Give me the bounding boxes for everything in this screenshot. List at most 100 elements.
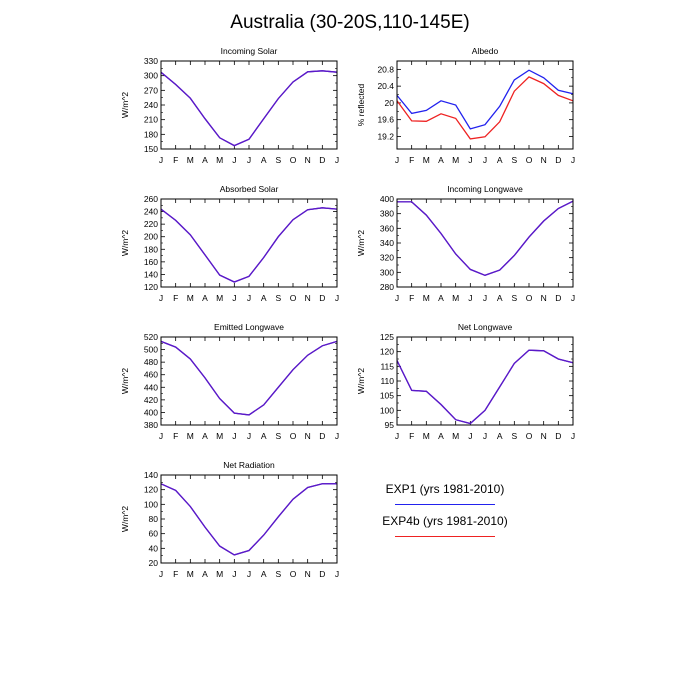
plot-frame	[160, 60, 338, 150]
y-axis-label: W/m^2	[120, 230, 130, 256]
y-tick-label: 20.8	[377, 64, 394, 74]
x-tick-label: O	[526, 293, 533, 303]
y-tick-label: 400	[380, 194, 394, 204]
x-tick-label: A	[202, 293, 208, 303]
y-tick-label: 105	[380, 391, 394, 401]
y-tick-label: 480	[144, 357, 158, 367]
x-tick-label: A	[202, 431, 208, 441]
series-line-exp1	[160, 70, 338, 147]
chart-panel: Absorbed Solar W/m^2 120 140 160 180 200 220 240…	[120, 184, 339, 303]
x-tick-label: J	[159, 155, 163, 165]
x-tick-label: O	[290, 569, 297, 579]
y-tick-label: 460	[144, 370, 158, 380]
y-tick-label: 220	[144, 219, 158, 229]
x-tick-label: J	[232, 431, 236, 441]
x-tick-label: S	[275, 293, 281, 303]
series-line-exp4b	[396, 76, 574, 140]
y-tick-label: 140	[144, 470, 158, 480]
y-tick-label: 280	[380, 282, 394, 292]
y-axis-label: W/m^2	[120, 92, 130, 118]
x-tick-label: F	[173, 569, 178, 579]
x-tick-label: N	[305, 569, 311, 579]
x-tick-label: J	[247, 293, 251, 303]
plot-frame	[160, 474, 338, 564]
x-tick-label: J	[483, 155, 487, 165]
y-tick-label: 380	[144, 420, 158, 430]
y-axis-label: W/m^2	[356, 230, 366, 256]
x-tick-label: A	[202, 155, 208, 165]
y-tick-label: 20	[149, 558, 159, 568]
x-tick-label: O	[290, 155, 297, 165]
y-tick-label: 80	[149, 514, 159, 524]
chart-panel: Emitted Longwave W/m^2 380 400 420 440 460 480 5…	[120, 322, 339, 441]
x-tick-label: D	[319, 293, 325, 303]
y-tick-label: 520	[144, 332, 158, 342]
legend: EXP1 (yrs 1981-2010) EXP4b (yrs 1981-201…	[380, 478, 520, 548]
x-tick-label: J	[571, 293, 575, 303]
y-tick-label: 300	[144, 71, 158, 81]
x-tick-label: N	[305, 293, 311, 303]
x-tick-label: J	[335, 569, 339, 579]
x-tick-label: A	[261, 569, 267, 579]
y-axis-label: % reflected	[356, 83, 366, 126]
x-tick-label: M	[452, 293, 459, 303]
x-tick-label: A	[261, 293, 267, 303]
plot-frame	[160, 198, 338, 288]
y-tick-label: 380	[380, 209, 394, 219]
y-tick-label: 260	[144, 194, 158, 204]
x-tick-label: A	[261, 155, 267, 165]
x-tick-label: S	[511, 155, 517, 165]
x-tick-label: A	[497, 293, 503, 303]
y-tick-label: 500	[144, 345, 158, 355]
series-line-exp4b	[160, 207, 338, 283]
series-line-exp1	[160, 340, 338, 416]
x-tick-label: J	[483, 293, 487, 303]
y-tick-label: 340	[380, 238, 394, 248]
y-tick-label: 300	[380, 267, 394, 277]
x-tick-label: J	[483, 431, 487, 441]
x-tick-label: F	[409, 293, 414, 303]
x-tick-label: S	[275, 431, 281, 441]
x-tick-label: O	[526, 155, 533, 165]
x-tick-label: O	[290, 431, 297, 441]
x-tick-label: M	[216, 569, 223, 579]
x-tick-label: F	[173, 293, 178, 303]
y-tick-label: 95	[385, 420, 395, 430]
chart-title: Net Longwave	[458, 322, 513, 332]
plot-frame	[396, 198, 574, 288]
x-tick-label: J	[159, 431, 163, 441]
y-tick-label: 160	[144, 257, 158, 267]
y-tick-label: 400	[144, 407, 158, 417]
x-tick-label: N	[305, 431, 311, 441]
x-tick-label: N	[541, 293, 547, 303]
y-tick-label: 100	[380, 405, 394, 415]
y-tick-label: 19.2	[377, 131, 394, 141]
x-tick-label: M	[187, 431, 194, 441]
y-axis-label: W/m^2	[356, 368, 366, 394]
x-tick-label: J	[335, 155, 339, 165]
plot-frame	[396, 336, 574, 426]
y-tick-label: 140	[144, 269, 158, 279]
chart-title: Albedo	[472, 46, 499, 56]
x-tick-label: A	[438, 155, 444, 165]
x-tick-label: J	[247, 569, 251, 579]
series-line-exp1	[396, 69, 574, 130]
x-tick-label: A	[202, 569, 208, 579]
y-tick-label: 120	[144, 485, 158, 495]
x-tick-label: D	[555, 155, 561, 165]
x-tick-label: D	[319, 431, 325, 441]
x-tick-label: J	[335, 431, 339, 441]
y-tick-label: 100	[144, 499, 158, 509]
x-tick-label: J	[468, 293, 472, 303]
x-tick-label: A	[438, 431, 444, 441]
x-tick-label: J	[232, 155, 236, 165]
x-tick-label: F	[173, 431, 178, 441]
x-tick-label: O	[290, 293, 297, 303]
y-tick-label: 20	[385, 98, 395, 108]
series-line-exp4b	[396, 349, 574, 425]
x-tick-label: M	[452, 431, 459, 441]
x-tick-label: A	[438, 293, 444, 303]
plot-frame	[396, 60, 574, 150]
x-tick-label: M	[216, 431, 223, 441]
